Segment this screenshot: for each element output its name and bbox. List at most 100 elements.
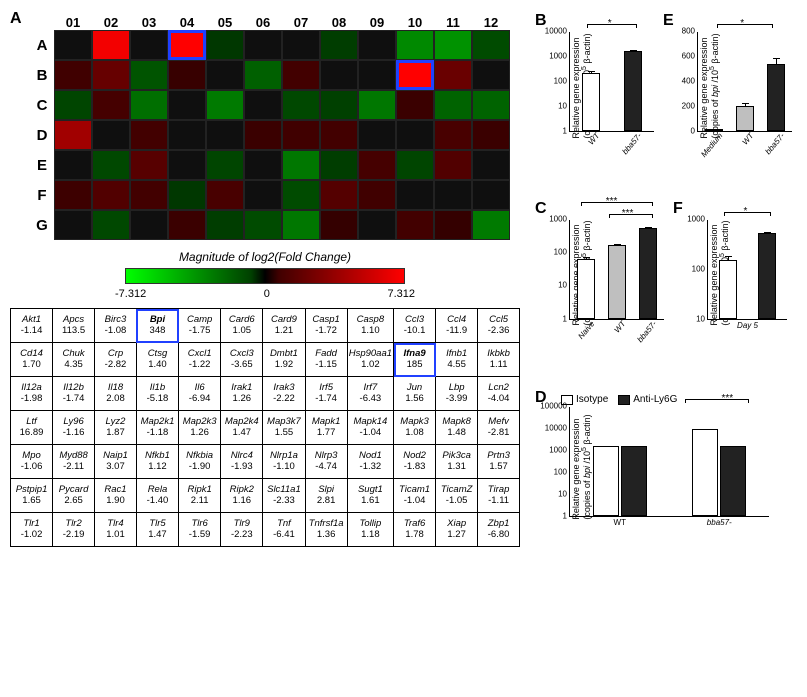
panel-a-label: A: [10, 10, 22, 28]
gene-cell: Sugt11.61: [347, 479, 393, 513]
heatmap-cell: [320, 120, 358, 150]
gene-cell: Tirap-1.11: [478, 479, 520, 513]
gene-cell: Tlr51.47: [136, 513, 178, 547]
bar: [621, 446, 647, 516]
gene-cell: Ripk21.16: [221, 479, 263, 513]
heatmap-cell: [54, 30, 92, 60]
gene-cell: Pstpip11.65: [11, 479, 53, 513]
gene-cell: Apcs113.5: [53, 309, 95, 343]
legend-d: IsotypeAnti-Ly6G: [561, 394, 677, 405]
heatmap-cell: [168, 90, 206, 120]
bar: Naive: [577, 259, 595, 318]
gene-cell: Map2k31.26: [179, 411, 221, 445]
heatmap-col-header: 09: [358, 15, 396, 30]
heatmap-cell: [472, 120, 510, 150]
heatmap-cell: [130, 180, 168, 210]
heatmap-cell: [358, 30, 396, 60]
heatmap-cell: [244, 120, 282, 150]
heatmap-cell: [320, 60, 358, 90]
ytick: 10: [696, 314, 708, 323]
gene-cell: Rela-1.40: [136, 479, 178, 513]
gene-cell: Map3k71.55: [263, 411, 305, 445]
gene-cell: Tlr41.01: [95, 513, 137, 547]
heatmap-cell: [206, 180, 244, 210]
ytick: 100: [692, 264, 708, 273]
heatmap-cell: [168, 150, 206, 180]
gene-cell: Irak11.26: [221, 377, 263, 411]
ytick: 600: [682, 52, 698, 61]
bar: bba57-: [624, 51, 642, 131]
heatmap-cell: [434, 150, 472, 180]
heatmap-cell: [282, 150, 320, 180]
gene-cell: Lbp-3.99: [436, 377, 478, 411]
bar: [593, 446, 619, 516]
panel-f: F Relative gene expression(copies of bpi…: [673, 198, 783, 350]
gene-cell: Ltf16.89: [11, 411, 53, 445]
gene-cell: Map2k41.47: [221, 411, 263, 445]
heatmap-cell: [282, 210, 320, 240]
gene-cell: Hsp90aa11.02: [347, 343, 393, 377]
colorbar-title: Magnitude of log2(Fold Change): [179, 250, 351, 264]
ytick: 200: [682, 102, 698, 111]
heatmap-cell: [282, 90, 320, 120]
heatmap-cell: [358, 120, 396, 150]
heatmap-col-header: 06: [244, 15, 282, 30]
gene-cell: Tlr1-1.02: [11, 513, 53, 547]
colorbar: Magnitude of log2(Fold Change) -7.312 0 …: [10, 250, 520, 300]
bar: [720, 446, 746, 516]
bar: Medium: [705, 129, 723, 131]
heatmap-cell: [434, 60, 472, 90]
heatmap-cell: [396, 120, 434, 150]
xlabel: Day 5: [737, 319, 758, 330]
ytick: 100: [554, 77, 570, 86]
xtick: bba57-: [753, 130, 787, 168]
heatmap-cell: [320, 30, 358, 60]
heatmap-col-header: 02: [92, 15, 130, 30]
heatmap-cell: [472, 90, 510, 120]
heatmap-cell: [396, 30, 434, 60]
colorbar-gradient: [125, 268, 405, 284]
heatmap-col-header: 12: [472, 15, 510, 30]
heatmap-cell: [54, 210, 92, 240]
heatmap-cell: [320, 210, 358, 240]
gene-cell: Ctsg1.40: [136, 343, 178, 377]
heatmap-cell: [320, 150, 358, 180]
heatmap-col-headers: 010203040506070809101112: [54, 15, 520, 30]
heatmap-cell: [92, 180, 130, 210]
heatmap-cell: [396, 90, 434, 120]
gene-cell: Mapk11.77: [305, 411, 347, 445]
heatmap-cell: [206, 210, 244, 240]
gene-cell: Nlrp3-4.74: [305, 445, 347, 479]
ytick: 10: [558, 102, 570, 111]
heatmap-cell: [282, 120, 320, 150]
heatmap-cell: [130, 120, 168, 150]
heatmap-cell: [206, 90, 244, 120]
bar: [719, 260, 737, 319]
heatmap-cell: [206, 120, 244, 150]
ytick: 1000: [687, 214, 708, 223]
heatmap-cell: [358, 150, 396, 180]
gene-cell: Tlr2-2.19: [53, 513, 95, 547]
gene-cell: Fadd-1.15: [305, 343, 347, 377]
panel-d: D IsotypeAnti-Ly6G Relative gene express…: [535, 387, 785, 547]
heatmap-cell: [434, 210, 472, 240]
plot-c: 1101001000NaiveWTbba57-******: [569, 220, 664, 320]
legend-item: Anti-Ly6G: [618, 394, 677, 405]
heatmap-cell: [396, 210, 434, 240]
heatmap-cell: [472, 180, 510, 210]
heatmap-cell: [206, 30, 244, 60]
heatmap-cell: [54, 180, 92, 210]
heatmap-col-header: 03: [130, 15, 168, 30]
heatmap-cell: [282, 180, 320, 210]
gene-cell: Irak3-2.22: [263, 377, 305, 411]
heatmap-cell: [358, 210, 396, 240]
gene-cell: Traf61.78: [394, 513, 436, 547]
gene-cell: Ripk12.11: [179, 479, 221, 513]
ytick: 400: [682, 77, 698, 86]
gene-cell: Cxcl1-1.22: [179, 343, 221, 377]
heatmap-cell: [282, 30, 320, 60]
heatmap-cell: [244, 30, 282, 60]
gene-cell: Zbp1-6.80: [478, 513, 520, 547]
heatmap-cell: [168, 180, 206, 210]
ytick: 10000: [545, 27, 570, 36]
